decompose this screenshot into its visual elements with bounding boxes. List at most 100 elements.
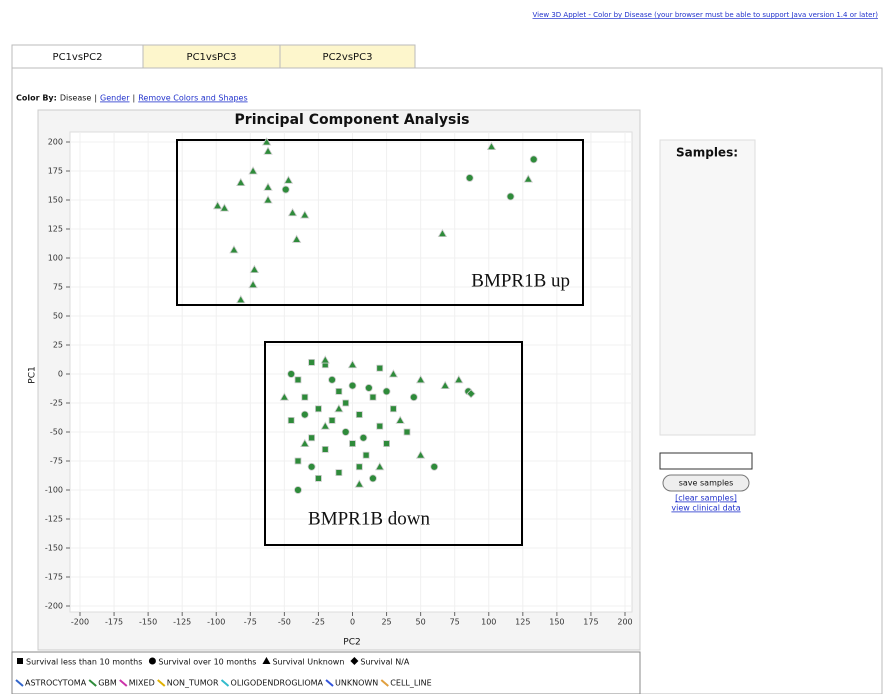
y-tick-label: 75 [53,283,63,292]
gender-link[interactable]: Gender [100,94,130,103]
x-tick-label: -200 [71,618,89,627]
legend-swatch [325,679,334,687]
point [354,479,365,488]
legend-swatch [88,679,97,687]
point [281,185,290,194]
point [294,457,302,465]
point [315,474,322,482]
y-tick-label: 100 [48,254,63,263]
point [212,200,223,210]
point [307,462,316,471]
point [301,393,309,401]
point [364,384,373,392]
x-tick-label: -50 [278,618,291,627]
point [236,294,246,304]
point [219,203,230,212]
y-tick-label: -100 [45,486,63,495]
legend-swatch [157,679,166,687]
point [248,166,258,175]
point [342,399,350,407]
separator: | [133,94,136,103]
y-tick-label: 150 [48,196,63,205]
samples-input[interactable] [659,452,753,470]
point [328,375,336,384]
point [261,137,272,146]
samples-panel [659,139,756,436]
point [248,279,258,289]
tab-label: PC2vsPC3 [323,52,373,63]
x-tick-label: 25 [381,618,391,627]
color-by-current: Disease [60,94,92,103]
point [300,438,310,447]
legend-swatch [15,679,24,687]
point [321,445,329,453]
legend-swatch [119,679,128,687]
point [236,177,246,186]
point [229,245,239,254]
x-tick-label: 150 [549,618,564,627]
point [349,440,356,448]
point [359,433,368,442]
legend-box [11,651,641,694]
point [430,462,439,471]
x-tick-label: -150 [139,618,157,627]
tab-label: PC1vsPC3 [187,52,237,63]
point [440,380,450,389]
color-by-label: Color By: [16,94,57,103]
view-clinical-link[interactable]: view clinical data [671,504,740,513]
legend-entry: OLIGODENDROGLIOMA [231,679,324,688]
point [388,369,399,378]
legend-entry: Survival less than 10 months [26,658,142,667]
point [466,389,476,399]
x-tick-label: 75 [450,618,460,627]
legend-entry: Survival N/A [360,658,409,667]
save-samples-button[interactable] [662,474,750,492]
point [308,358,316,366]
point [283,175,294,184]
point [523,174,533,183]
point [334,403,344,413]
point [347,359,358,369]
applet-link[interactable]: View 3D Applet - Color by Disease (your … [533,11,879,19]
point [409,393,418,402]
point [454,374,464,384]
clear-samples-link[interactable]: [clear samples] [675,494,737,503]
point [300,410,309,419]
point [506,192,515,201]
samples-title: Samples: [676,146,738,160]
point [362,451,370,459]
separator: | [94,94,97,103]
y-tick-label: -75 [50,457,63,466]
y-tick-label: 0 [58,370,63,379]
point [341,428,350,436]
point [389,405,397,413]
point [291,234,302,243]
point [415,374,426,384]
legend-entry: CELL_LINE [390,679,431,688]
y-tick-label: -175 [45,573,63,582]
annotation-box [264,341,523,546]
point [287,370,296,378]
point [249,264,260,273]
x-tick-label: 50 [416,618,426,627]
point [415,450,426,459]
point [403,428,411,436]
legend-entry: UNKNOWN [335,679,378,688]
legend-symbol [148,657,156,665]
point [320,421,330,430]
y-tick-label: -25 [50,399,63,408]
y-tick-label: -150 [45,544,63,553]
point [294,486,302,494]
point [308,434,316,442]
legend-entry: NON_TUMOR [167,679,219,688]
tab[interactable] [279,44,416,69]
point [376,422,384,430]
remove-colors-link[interactable]: Remove Colors and Shapes [138,94,247,103]
point [263,182,273,191]
x-tick-label: 0 [350,618,355,627]
y-tick-label: 25 [53,341,63,350]
legend-symbol [17,658,23,664]
x-tick-label: -100 [207,618,225,627]
legend-symbol [262,657,271,664]
y-axis-label: PC1 [28,366,38,383]
